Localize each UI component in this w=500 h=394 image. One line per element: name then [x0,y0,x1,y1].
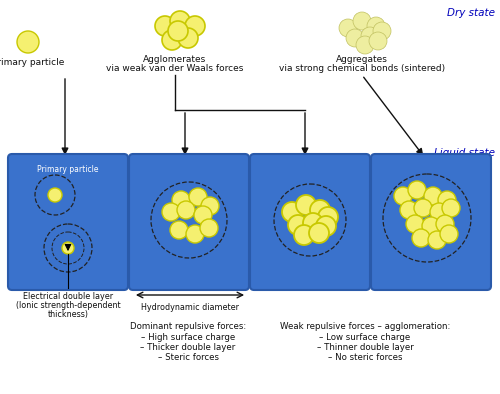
Circle shape [62,242,74,254]
FancyBboxPatch shape [371,154,491,290]
Circle shape [318,207,338,227]
Text: Primary particle: Primary particle [0,58,64,67]
Circle shape [361,27,379,45]
Circle shape [201,197,219,215]
Circle shape [367,17,385,35]
Circle shape [17,31,39,53]
Text: – Thicker double layer: – Thicker double layer [140,343,235,352]
Circle shape [296,195,316,215]
Text: – No steric forces: – No steric forces [328,353,402,362]
Text: Hydrodynamic diameter: Hydrodynamic diameter [141,303,239,312]
Circle shape [162,203,180,221]
Circle shape [170,11,190,31]
Circle shape [422,217,440,235]
Circle shape [373,22,391,40]
Text: – Thinner double layer: – Thinner double layer [316,343,414,352]
Circle shape [414,199,432,217]
Circle shape [189,188,207,206]
FancyBboxPatch shape [8,154,128,290]
Circle shape [186,225,204,243]
Circle shape [168,21,188,41]
Circle shape [177,201,195,219]
Text: thickness): thickness) [48,310,88,319]
Circle shape [356,36,374,54]
Circle shape [346,29,364,47]
Circle shape [303,213,323,233]
Text: (Ionic strength-dependent: (Ionic strength-dependent [16,301,120,310]
Circle shape [430,203,448,221]
Circle shape [185,16,205,36]
Circle shape [155,16,175,36]
Circle shape [428,231,446,249]
Circle shape [282,202,302,222]
Text: – High surface charge: – High surface charge [141,333,235,342]
Circle shape [288,215,308,235]
Circle shape [353,12,371,30]
Text: via strong chemical bonds (sintered): via strong chemical bonds (sintered) [279,64,445,73]
Text: Dominant repulsive forces:: Dominant repulsive forces: [130,322,246,331]
Text: Aggregates: Aggregates [336,55,388,64]
Circle shape [406,215,424,233]
Circle shape [339,19,357,37]
Circle shape [310,200,330,220]
Circle shape [316,216,336,236]
Text: via weak van der Waals forces: via weak van der Waals forces [106,64,244,73]
Circle shape [194,206,212,224]
Circle shape [400,201,418,219]
Circle shape [369,32,387,50]
Text: Agglomerates: Agglomerates [144,55,206,64]
Circle shape [178,28,198,48]
Text: Electrical double layer: Electrical double layer [23,292,113,301]
Text: – Low surface charge: – Low surface charge [320,333,410,342]
Circle shape [408,181,426,199]
FancyBboxPatch shape [129,154,249,290]
Circle shape [436,215,454,233]
Circle shape [440,225,458,243]
Text: Weak repulsive forces – agglomeration:: Weak repulsive forces – agglomeration: [280,322,450,331]
Circle shape [394,187,412,205]
Circle shape [309,223,329,243]
Circle shape [200,219,218,237]
Circle shape [170,221,188,239]
Text: Primary particle: Primary particle [37,165,99,174]
Text: Liquid state: Liquid state [434,148,495,158]
Circle shape [172,191,190,209]
Circle shape [412,229,430,247]
Circle shape [424,187,442,205]
Circle shape [294,225,314,245]
Circle shape [162,30,182,50]
Circle shape [438,191,456,209]
Circle shape [48,188,62,202]
Text: – Steric forces: – Steric forces [158,353,218,362]
Circle shape [442,199,460,217]
FancyBboxPatch shape [250,154,370,290]
Text: Dry state: Dry state [447,8,495,18]
